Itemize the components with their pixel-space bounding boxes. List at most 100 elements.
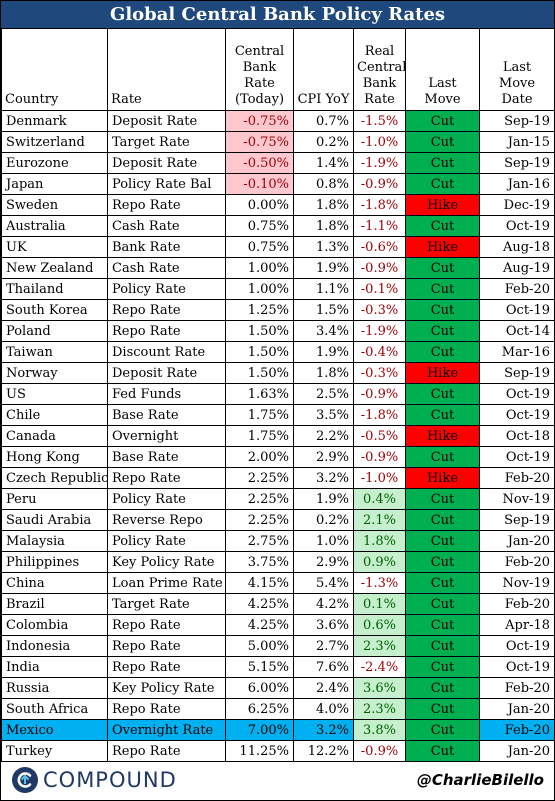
table-row: Poland Repo Rate 1.50% 3.4% -1.9% Cut Oct-14 <box>1 320 555 342</box>
cell-real-rate: 1.8% <box>353 530 406 552</box>
author-handle: @CharlieBilello <box>416 770 544 789</box>
table-row: China Loan Prime Rate 4.15% 5.4% -1.3% Cut Nov… <box>1 572 555 594</box>
cell-last-move: Cut <box>405 278 480 300</box>
cell-central-bank-rate: 0.75% <box>225 215 294 237</box>
cell-last-move-date: Oct-19 <box>479 215 555 237</box>
cell-central-bank-rate: 2.25% <box>225 509 294 531</box>
cell-real-rate: 0.1% <box>353 593 406 615</box>
cell-last-move-date: Nov-19 <box>479 488 555 510</box>
header-row: Country Rate Central Bank Rate (Today) C… <box>1 28 555 111</box>
cell-last-move: Cut <box>405 656 480 678</box>
cell-central-bank-rate: 1.25% <box>225 299 294 321</box>
cell-last-move-date: Sep-19 <box>479 362 555 384</box>
table-row: Hong Kong Base Rate 2.00% 2.9% -0.9% Cut Oct-1… <box>1 446 555 468</box>
cell-cpi-yoy: 1.8% <box>293 194 354 216</box>
cell-last-move-date: Feb-20 <box>479 278 555 300</box>
cell-real-rate: 0.4% <box>353 488 406 510</box>
cell-cpi-yoy: 7.6% <box>293 656 354 678</box>
cell-central-bank-rate: 0.00% <box>225 194 294 216</box>
cell-central-bank-rate: -0.75% <box>225 110 294 132</box>
cell-last-move: Cut <box>405 593 480 615</box>
cell-cpi-yoy: 1.1% <box>293 278 354 300</box>
cell-country: Thailand <box>1 278 108 300</box>
cell-central-bank-rate: 1.50% <box>225 362 294 384</box>
cell-last-move: Cut <box>405 341 480 363</box>
table-row: Taiwan Discount Rate 1.50% 1.9% -0.4% Cut Mar-… <box>1 341 555 363</box>
logo-text: COMPOUND <box>43 767 177 792</box>
table-row: Japan Policy Rate Bal -0.10% 0.8% -0.9% Cut Ja… <box>1 173 555 195</box>
cell-last-move-date: Oct-14 <box>479 320 555 342</box>
cell-real-rate: 2.3% <box>353 635 406 657</box>
table-row: Thailand Policy Rate 1.00% 1.1% -0.1% Cut Feb-… <box>1 278 555 300</box>
cell-cpi-yoy: 0.2% <box>293 509 354 531</box>
cell-rate-type: Repo Rate <box>107 194 226 216</box>
cell-last-move-date: Oct-19 <box>479 635 555 657</box>
cell-rate-type: Deposit Rate <box>107 152 226 174</box>
cell-rate-type: Base Rate <box>107 404 226 426</box>
cell-central-bank-rate: -0.75% <box>225 131 294 153</box>
cell-cpi-yoy: 2.7% <box>293 635 354 657</box>
cell-last-move: Cut <box>405 509 480 531</box>
cell-real-rate: -0.9% <box>353 740 406 762</box>
cell-rate-type: Key Policy Rate <box>107 551 226 573</box>
cell-last-move: Cut <box>405 740 480 762</box>
cell-real-rate: -0.4% <box>353 341 406 363</box>
cell-real-rate: -0.9% <box>353 173 406 195</box>
cell-cpi-yoy: 1.4% <box>293 152 354 174</box>
cell-real-rate: 2.1% <box>353 509 406 531</box>
cell-last-move-date: Jan-15 <box>479 131 555 153</box>
cell-cpi-yoy: 1.9% <box>293 488 354 510</box>
cell-last-move: Cut <box>405 320 480 342</box>
cell-country: Norway <box>1 362 108 384</box>
cell-cpi-yoy: 0.7% <box>293 110 354 132</box>
cell-rate-type: Loan Prime Rate <box>107 572 226 594</box>
cell-country: Indonesia <box>1 635 108 657</box>
cell-rate-type: Key Policy Rate <box>107 677 226 699</box>
cell-cpi-yoy: 3.2% <box>293 467 354 489</box>
cell-last-move-date: Aug-18 <box>479 236 555 258</box>
cell-country: China <box>1 572 108 594</box>
cell-country: Mexico <box>1 719 108 741</box>
cell-last-move: Cut <box>405 677 480 699</box>
cell-real-rate: -1.8% <box>353 404 406 426</box>
cell-central-bank-rate: 1.50% <box>225 320 294 342</box>
cell-last-move-date: Mar-16 <box>479 341 555 363</box>
cell-real-rate: 0.9% <box>353 551 406 573</box>
cell-central-bank-rate: 5.15% <box>225 656 294 678</box>
cell-country: Czech Republic <box>1 467 108 489</box>
cell-real-rate: -0.9% <box>353 446 406 468</box>
cell-country: Peru <box>1 488 108 510</box>
cell-last-move: Cut <box>405 110 480 132</box>
cell-real-rate: 3.8% <box>353 719 406 741</box>
cell-last-move-date: Oct-18 <box>479 425 555 447</box>
cell-rate-type: Policy Rate <box>107 530 226 552</box>
cell-central-bank-rate: 1.75% <box>225 425 294 447</box>
cell-rate-type: Repo Rate <box>107 740 226 762</box>
table-row: Saudi Arabia Reverse Repo 2.25% 0.2% 2.1% Cut… <box>1 509 555 531</box>
cell-last-move: Cut <box>405 551 480 573</box>
cell-real-rate: -1.1% <box>353 215 406 237</box>
table-row: Russia Key Policy Rate 6.00% 2.4% 3.6% Cut Feb… <box>1 677 555 699</box>
cell-country: Canada <box>1 425 108 447</box>
cell-country: US <box>1 383 108 405</box>
cell-central-bank-rate: 7.00% <box>225 719 294 741</box>
cell-last-move: Cut <box>405 635 480 657</box>
cell-country: South Africa <box>1 698 108 720</box>
cell-country: Russia <box>1 677 108 699</box>
header-last-move-date: Last Move Date <box>479 28 555 111</box>
cell-cpi-yoy: 1.0% <box>293 530 354 552</box>
cell-real-rate: -0.3% <box>353 299 406 321</box>
cell-cpi-yoy: 4.0% <box>293 698 354 720</box>
table-row: Colombia Repo Rate 4.25% 3.6% 0.6% Cut Apr-18 <box>1 614 555 636</box>
cell-cpi-yoy: 2.4% <box>293 677 354 699</box>
cell-cpi-yoy: 12.2% <box>293 740 354 762</box>
cell-last-move-date: Oct-19 <box>479 299 555 321</box>
cell-rate-type: Overnight <box>107 425 226 447</box>
table-row: Turkey Repo Rate 11.25% 12.2% -0.9% Cut Jan-20 <box>1 740 555 762</box>
cell-central-bank-rate: 2.25% <box>225 467 294 489</box>
cell-rate-type: Reverse Repo <box>107 509 226 531</box>
cell-cpi-yoy: 2.5% <box>293 383 354 405</box>
cell-last-move: Cut <box>405 299 480 321</box>
cell-country: Philippines <box>1 551 108 573</box>
cell-real-rate: 3.6% <box>353 677 406 699</box>
